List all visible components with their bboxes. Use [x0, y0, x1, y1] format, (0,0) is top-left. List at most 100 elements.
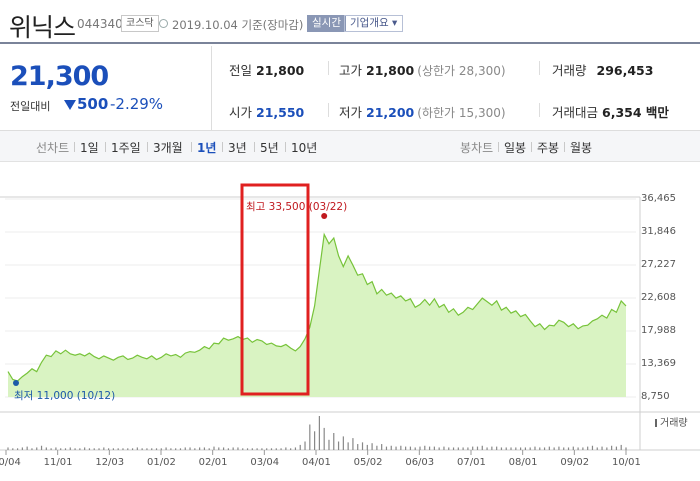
stat-label: 저가 — [339, 105, 363, 120]
volume-bar — [548, 446, 550, 450]
tab-weekly[interactable]: 주봉 — [537, 141, 560, 155]
volume-bar — [199, 447, 201, 450]
volume-bar — [16, 448, 19, 450]
divider — [564, 142, 565, 152]
low-point-marker — [13, 380, 19, 386]
volume-bar — [376, 445, 378, 450]
volume-bar — [40, 445, 43, 450]
price-area — [8, 234, 626, 397]
volume-bar — [203, 447, 206, 450]
volume-bars — [7, 416, 627, 450]
current-price: 21,300 — [10, 61, 109, 92]
volume-bar — [251, 448, 253, 450]
volume-bar — [127, 448, 129, 450]
volume-legend: 거래량 — [655, 414, 688, 429]
volume-bar — [467, 447, 469, 450]
tab-3y[interactable]: 3년 — [228, 141, 247, 155]
volume-bar — [520, 447, 522, 450]
divider — [328, 103, 329, 117]
divider — [254, 142, 255, 152]
volume-bar — [486, 447, 488, 450]
volume-bar — [160, 448, 162, 450]
volume-bar — [333, 433, 335, 450]
volume-bar — [88, 448, 91, 450]
stat-label: 시가 — [229, 105, 253, 120]
divider — [74, 142, 75, 152]
x-tick-label: 09/02 — [560, 457, 590, 468]
volume-bar — [615, 446, 618, 450]
tab-5y[interactable]: 5년 — [260, 141, 279, 155]
volume-legend-swatch — [655, 419, 657, 427]
volume-bar — [381, 444, 383, 450]
high-annotation: 최고 33,500 (03/22) — [246, 201, 348, 213]
volume-bar — [294, 447, 297, 450]
volume-bar — [208, 448, 210, 450]
volume-bar — [246, 448, 249, 450]
volume-bar — [361, 442, 364, 450]
tab-1y[interactable]: 1년 — [197, 141, 217, 155]
volume-legend-label: 거래량 — [660, 418, 688, 429]
x-tick-label: 10/01 — [612, 457, 641, 468]
volume-bar — [179, 448, 182, 450]
volume-bar — [539, 447, 541, 450]
volume-bar — [266, 448, 268, 450]
volume-bar — [261, 448, 263, 450]
volume-bar — [299, 444, 301, 450]
volume-bar — [21, 447, 23, 450]
divider — [105, 142, 106, 152]
volume-bar — [213, 446, 215, 450]
volume-bar — [93, 448, 95, 450]
stat-value: 296,453 — [596, 63, 654, 78]
volume-bar — [256, 448, 258, 450]
volume-bar — [218, 447, 220, 450]
x-tick-label: 08/01 — [508, 457, 538, 468]
volume-bar — [558, 446, 560, 450]
volume-bar — [189, 447, 191, 450]
price-stats: 전일 21,800 시가 21,550 고가 21,800 (상한가 28,300) 저… — [212, 46, 700, 131]
tab-10y[interactable]: 10년 — [291, 141, 318, 155]
volume-bar — [428, 446, 431, 450]
change-label: 전일대비 — [10, 100, 51, 113]
company-info-button[interactable]: 기업개요 ▾ — [344, 15, 404, 32]
volume-bar — [227, 448, 229, 450]
volume-bar — [390, 445, 392, 450]
stat-low: 저가 21,200 (하한가 15,300) — [339, 102, 506, 121]
tab-3m[interactable]: 3개월 — [153, 141, 183, 155]
volume-bar — [36, 447, 38, 450]
volume-bar — [524, 447, 526, 450]
volume-bar — [371, 443, 373, 450]
tab-1d[interactable]: 1일 — [80, 141, 99, 155]
tab-1w[interactable]: 1주일 — [111, 141, 141, 155]
highlight-box — [240, 183, 310, 396]
volume-bar — [563, 447, 565, 450]
stat-prev-close: 전일 21,800 — [229, 60, 304, 79]
tab-monthly[interactable]: 월봉 — [570, 141, 593, 155]
volume-bar — [500, 447, 503, 450]
volume-bar — [98, 448, 100, 450]
volume-bar — [141, 448, 143, 450]
current-price-block: 21,300 전일대비 500 -2.29% — [0, 46, 212, 131]
volume-bar — [314, 431, 316, 450]
volume-bar — [45, 447, 47, 450]
stat-value: 21,800 — [256, 63, 305, 78]
candle-chart-label: 봉차트 — [460, 141, 494, 155]
volume-bar — [337, 441, 340, 450]
volume-bar — [481, 445, 483, 450]
realtime-button[interactable]: 실시간 — [307, 15, 346, 32]
volume-bar — [448, 447, 450, 450]
volume-bar — [103, 447, 105, 450]
stat-value: 21,550 — [256, 105, 305, 120]
volume-bar — [26, 446, 28, 450]
volume-bar — [357, 444, 359, 450]
stat-label: 거래대금 — [552, 105, 599, 120]
tab-daily[interactable]: 일봉 — [504, 141, 527, 155]
volume-bar — [543, 447, 546, 450]
volume-bar — [117, 448, 119, 450]
volume-bar — [582, 447, 584, 450]
volume-bar — [12, 448, 14, 450]
volume-bar — [290, 448, 292, 450]
x-tick-label: 03/04 — [250, 457, 280, 468]
stat-label: 전일 — [229, 63, 253, 78]
x-tick-label: 11/01 — [43, 457, 73, 468]
divider — [531, 142, 532, 152]
